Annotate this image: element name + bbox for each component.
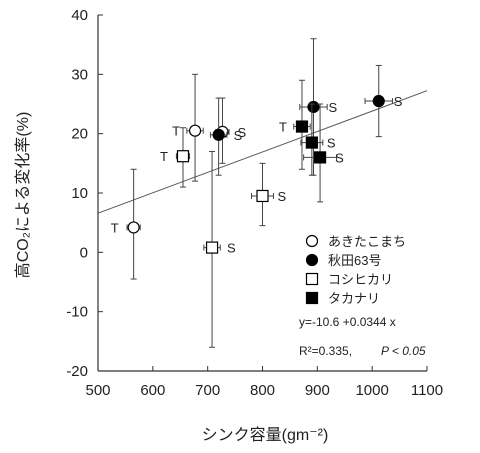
- series-open-square: T S S: [160, 127, 287, 348]
- data-point: [176, 150, 190, 163]
- x-axis-ticks: 500 600 700 800 900 1000 1100: [85, 366, 443, 399]
- point-label: S: [394, 94, 403, 109]
- y-axis-title: 高CO₂による変化率(%): [14, 112, 32, 279]
- plot-area: 500 600 700 800 900 1000 1100 -20-10010203040 …: [66, 7, 443, 399]
- legend-marker: [305, 291, 319, 305]
- point-label: S: [237, 125, 246, 140]
- x-tick-label: 1100: [411, 382, 443, 399]
- series-filled-circle: SS S: [209, 38, 403, 176]
- x-tick-label: 700: [195, 382, 220, 399]
- legend-label: コシヒカリ: [328, 272, 393, 287]
- y-tick-label: 40: [71, 7, 88, 24]
- data-point: [205, 241, 219, 254]
- y-tick-label: -10: [66, 304, 88, 321]
- data-point: [212, 128, 225, 141]
- regression-r2: R²=0.335,: [299, 344, 352, 358]
- x-tick-label: 600: [140, 382, 165, 399]
- point-label: T: [172, 124, 180, 139]
- data-point: [127, 221, 140, 234]
- series-filled-square: TSS: [279, 79, 344, 203]
- y-tick-label: 30: [71, 66, 88, 83]
- point-label: S: [328, 100, 337, 115]
- regression-equation: y=-10.6 +0.0344 x: [299, 315, 396, 329]
- data-point: [313, 151, 327, 164]
- legend-marker: [305, 234, 319, 248]
- x-axis-title: シンク容量(gm⁻²): [202, 426, 329, 444]
- legend-marker: [305, 253, 319, 267]
- legend-label: 秋田63号: [328, 253, 381, 268]
- point-label: S: [327, 136, 336, 151]
- point-label: S: [335, 150, 344, 165]
- x-tick-label: 800: [250, 382, 275, 399]
- data-point: [307, 100, 320, 114]
- legend-label: タカナリ: [328, 291, 380, 306]
- point-label: T: [160, 149, 168, 164]
- regression-p-value: P < 0.05: [381, 344, 426, 358]
- data-point: [295, 120, 309, 133]
- x-tick-label: 900: [305, 382, 330, 399]
- y-tick-label: -20: [66, 363, 88, 380]
- point-label: S: [227, 241, 236, 256]
- x-tick-label: 500: [85, 382, 110, 399]
- y-axis-ticks: -20 -10 0 10 20 30 40: [66, 7, 103, 380]
- legend-marker: [305, 272, 319, 286]
- y-tick-label: 20: [71, 126, 88, 143]
- data-point: [372, 94, 385, 108]
- data-point: [305, 136, 318, 149]
- y-tick-label: 10: [71, 185, 88, 202]
- regression-line: [97, 90, 428, 214]
- point-label: S: [234, 128, 243, 143]
- point-label: S: [278, 189, 287, 204]
- x-tick-label: 1000: [355, 382, 388, 399]
- data-point: [188, 124, 202, 137]
- y-tick-label: 0: [80, 244, 88, 261]
- legend-label: あきたこまち: [328, 234, 406, 249]
- point-label: T: [111, 220, 119, 235]
- point-label: T: [279, 120, 287, 135]
- data-point: [256, 189, 269, 203]
